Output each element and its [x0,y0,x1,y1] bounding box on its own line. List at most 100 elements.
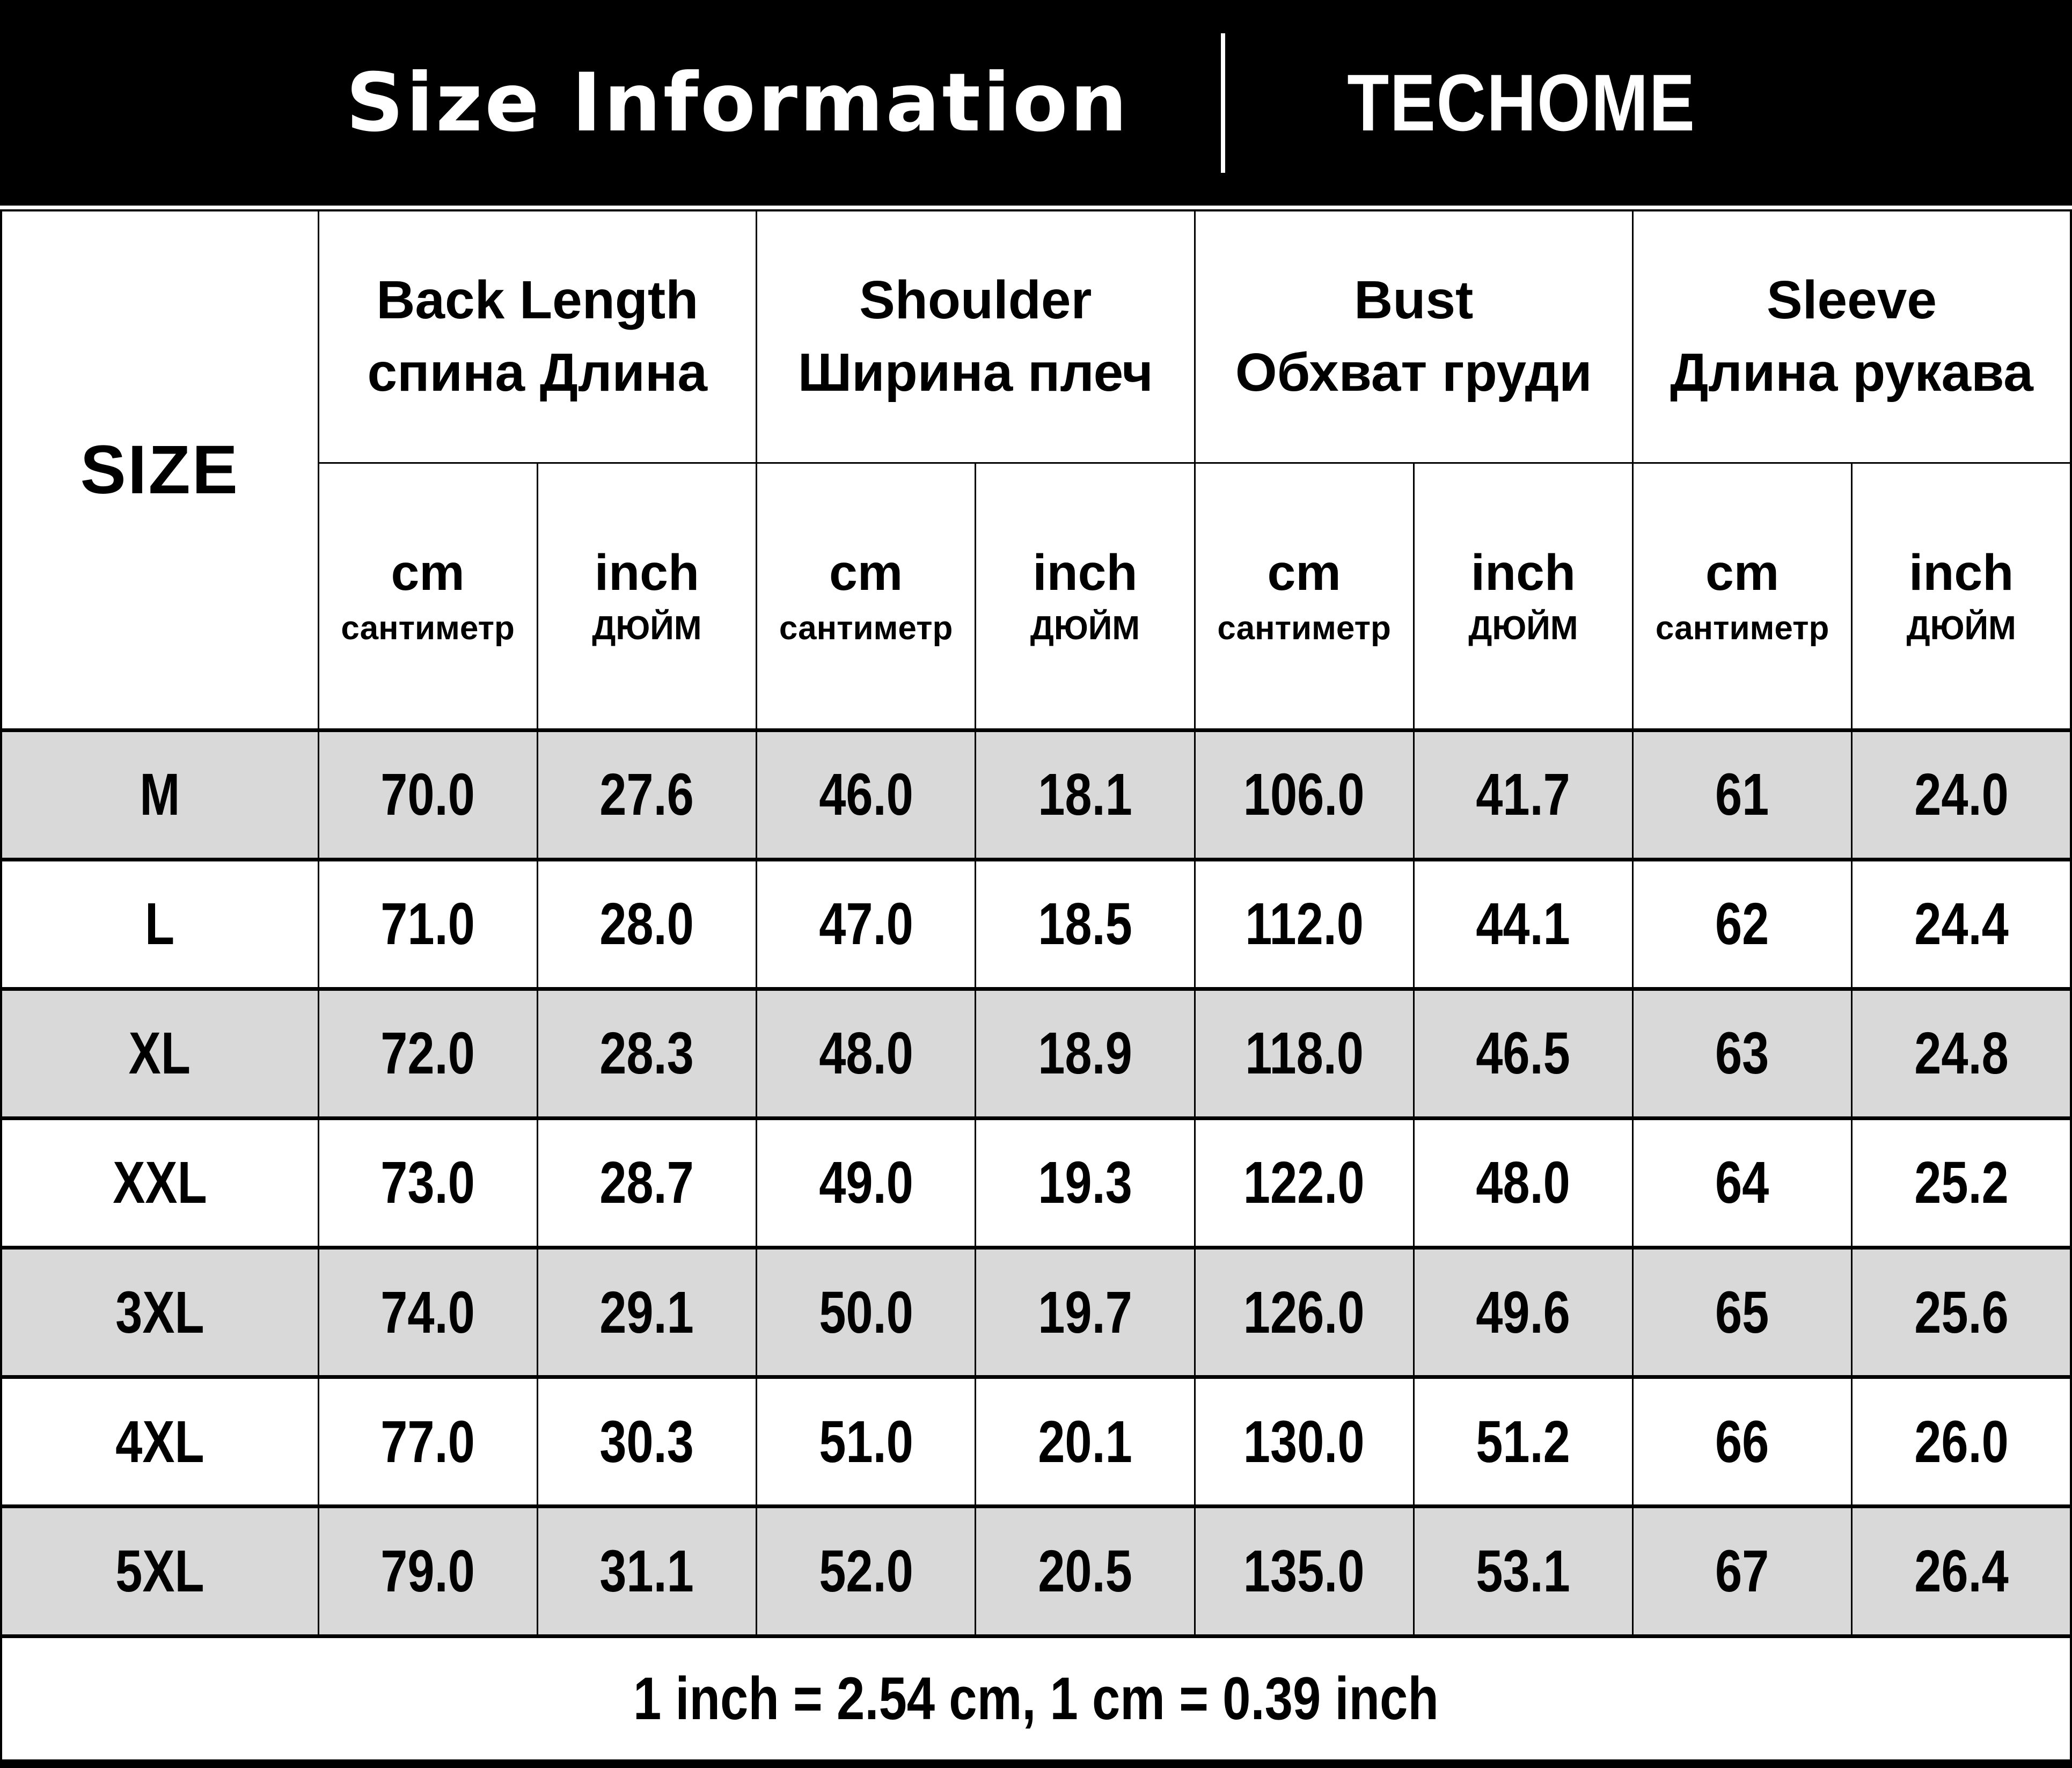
measurement-cell-back-length-cm: 74.0 [317,1247,538,1379]
measurement-cell-sleeve-cm: 67 [1631,1506,1853,1638]
unit-header-shoulder-cm: cm сантиметр [755,462,977,732]
measurement-cell-sleeve-inch: 25.2 [1851,1117,2072,1250]
title-band: Size Information TECHOME [0,0,2072,206]
measurement-cell-bust-inch: 44.1 [1412,858,1634,991]
measurement-cell-shoulder-cm: 47.0 [755,858,977,991]
measurement-cell-sleeve-inch: 26.4 [1851,1506,2072,1638]
measurement-cell-back-length-inch: 28.0 [536,858,758,991]
col-group-back-length-en: Back Length [376,270,699,331]
measurement-cell-bust-cm: 122.0 [1194,1117,1415,1250]
measurement-cell-shoulder-cm: 51.0 [755,1376,977,1509]
measurement-cell-bust-inch: 53.1 [1412,1506,1634,1638]
measurement-cell-bust-cm: 106.0 [1194,729,1415,861]
conversion-note: 1 inch = 2.54 cm, 1 cm = 0.39 inch [633,1665,1439,1733]
col-group-sleeve-en: Sleeve [1767,270,1937,331]
measurement-cell-back-length-cm: 70.0 [317,729,538,861]
measurement-cell-sleeve-inch: 26.0 [1851,1376,2072,1509]
measurement-cell-back-length-cm: 77.0 [317,1376,538,1509]
unit-header-bust-cm: cm сантиметр [1194,462,1415,732]
measurement-cell-bust-cm: 135.0 [1194,1506,1415,1638]
measurement-cell-sleeve-inch: 24.4 [1851,858,2072,991]
measurement-cell-shoulder-inch: 20.1 [975,1376,1196,1509]
col-group-bust-en: Bust [1354,270,1474,331]
measurement-cell-sleeve-cm: 64 [1631,1117,1853,1250]
measurement-cell-back-length-inch: 31.1 [536,1506,758,1638]
measurement-cell-shoulder-inch: 18.1 [975,729,1196,861]
col-group-bust-ru: Обхват груди [1235,342,1592,403]
measurement-cell-shoulder-inch: 18.5 [975,858,1196,991]
measurement-cell-shoulder-inch: 19.3 [975,1117,1196,1250]
measurement-cell-sleeve-cm: 61 [1631,729,1853,861]
unit-header-sleeve-inch: inch ДЮЙМ [1851,462,2072,732]
col-group-sleeve-ru: Длина рукава [1670,342,2033,403]
table-row: 3XL 74.0 29.1 50.0 19.7 126.0 49.6 65 25… [0,1247,2072,1379]
size-label: XL [0,988,319,1120]
table-row: XXL 73.0 28.7 49.0 19.3 122.0 48.0 64 25… [0,1117,2072,1250]
conversion-note-cell: 1 inch = 2.54 cm, 1 cm = 0.39 inch [1,1634,2071,1764]
measurement-cell-sleeve-cm: 62 [1631,858,1853,991]
col-group-shoulder-en: Shoulder [859,270,1092,331]
size-table-header: SIZE Back Length спина Длина Shoulder Ши… [0,209,2072,732]
measurement-cell-back-length-cm: 73.0 [317,1117,538,1250]
size-label: 3XL [0,1247,319,1379]
size-label: M [0,729,319,861]
page-title: Size Information [346,56,1130,150]
header-row-units: cm сантиметр inch ДЮЙМ cm сантиметр inch… [1,462,2072,732]
measurement-cell-back-length-inch: 28.3 [536,988,758,1120]
measurement-cell-shoulder-inch: 20.5 [975,1506,1196,1638]
measurement-cell-shoulder-cm: 49.0 [755,1117,977,1250]
table-row: 5XL 79.0 31.1 52.0 20.5 135.0 53.1 67 26… [0,1506,2072,1638]
size-label: 4XL [0,1376,319,1509]
size-label: 5XL [0,1506,319,1638]
size-table-footer: 1 inch = 2.54 cm, 1 cm = 0.39 inch [1,1634,2071,1764]
measurement-cell-back-length-inch: 27.6 [536,729,758,861]
measurement-cell-sleeve-inch: 24.8 [1851,988,2072,1120]
measurement-cell-bust-cm: 126.0 [1194,1247,1415,1379]
unit-header-back-length-inch: inch ДЮЙМ [536,462,758,732]
measurement-cell-back-length-inch: 30.3 [536,1376,758,1509]
col-group-sleeve: Sleeve Длина рукава [1632,209,2072,464]
measurement-cell-sleeve-cm: 66 [1631,1376,1853,1509]
size-table: SIZE Back Length спина Длина Shoulder Ши… [0,209,2072,1768]
title-separator-bar [1220,33,1225,173]
measurement-cell-bust-inch: 41.7 [1412,729,1634,861]
table-row: L 71.0 28.0 47.0 18.5 112.0 44.1 62 24.4 [0,858,2072,991]
measurement-cell-sleeve-inch: 24.0 [1851,729,2072,861]
size-label: L [0,858,319,991]
size-table-body: M 70.0 27.6 46.0 18.1 106.0 41.7 61 24.0… [0,729,2072,1638]
footer-row: 1 inch = 2.54 cm, 1 cm = 0.39 inch [1,1634,2071,1764]
measurement-cell-sleeve-cm: 63 [1631,988,1853,1120]
header-row-groups: SIZE Back Length спина Длина Shoulder Ши… [0,209,2072,732]
measurement-cell-bust-inch: 48.0 [1412,1117,1634,1250]
measurement-cell-bust-cm: 118.0 [1194,988,1415,1120]
measurement-cell-shoulder-cm: 48.0 [755,988,977,1120]
measurement-cell-back-length-cm: 79.0 [317,1506,538,1638]
measurement-cell-shoulder-inch: 19.7 [975,1247,1196,1379]
brand-name: TECHOME [1346,57,1696,148]
col-group-shoulder: Shoulder Ширина плеч [756,209,1196,464]
measurement-cell-sleeve-inch: 25.6 [1851,1247,2072,1379]
size-label: XXL [0,1117,319,1250]
table-row: XL 72.0 28.3 48.0 18.9 118.0 46.5 63 24.… [0,988,2072,1120]
measurement-cell-bust-cm: 130.0 [1194,1376,1415,1509]
col-group-back-length-ru: спина Длина [367,342,708,403]
measurement-cell-back-length-cm: 71.0 [317,858,538,991]
measurement-cell-back-length-inch: 28.7 [536,1117,758,1250]
unit-header-back-length-cm: cm сантиметр [317,462,538,732]
unit-header-shoulder-inch: inch ДЮЙМ [975,462,1196,732]
col-group-shoulder-ru: Ширина плеч [797,342,1153,403]
unit-header-bust-inch: inch ДЮЙМ [1412,462,1634,732]
table-row: M 70.0 27.6 46.0 18.1 106.0 41.7 61 24.0 [0,729,2072,861]
measurement-cell-bust-inch: 46.5 [1412,988,1634,1120]
measurement-cell-shoulder-inch: 18.9 [975,988,1196,1120]
measurement-cell-sleeve-cm: 65 [1631,1247,1853,1379]
measurement-cell-bust-inch: 49.6 [1412,1247,1634,1379]
size-column-header: SIZE [0,209,319,732]
measurement-cell-shoulder-cm: 50.0 [755,1247,977,1379]
col-group-bust: Bust Обхват груди [1194,209,1634,464]
col-group-back-length: Back Length спина Длина [317,209,757,464]
measurement-cell-bust-inch: 51.2 [1412,1376,1634,1509]
measurement-cell-back-length-inch: 29.1 [536,1247,758,1379]
measurement-cell-bust-cm: 112.0 [1194,858,1415,991]
